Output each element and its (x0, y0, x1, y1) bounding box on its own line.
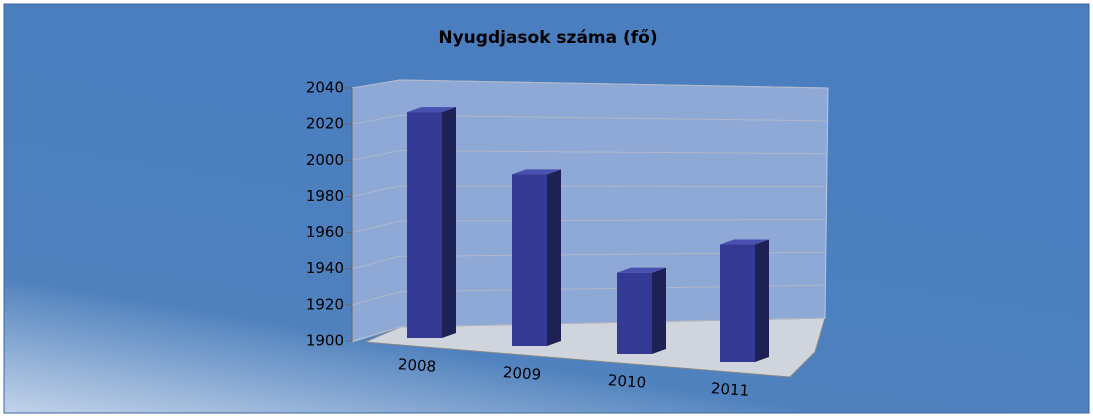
x-tick-label: 2009 (502, 363, 541, 384)
bar-top (720, 239, 769, 245)
grid-line (351, 150, 827, 161)
floor (364, 317, 826, 378)
bar-top (512, 169, 561, 175)
y-tick-label: 1920 (306, 295, 344, 313)
x-tick-label: 2010 (607, 371, 646, 392)
grid-line (351, 218, 827, 234)
y-tick-label: 1960 (306, 223, 344, 241)
x-tick-label: 2011 (710, 379, 749, 400)
grid-line (351, 79, 827, 89)
grid-line (351, 284, 827, 306)
bar-side (547, 169, 561, 346)
bar (720, 244, 755, 362)
bar (512, 174, 547, 346)
bar-top (407, 107, 456, 113)
bar-top (617, 267, 666, 273)
y-tick-label: 1900 (306, 332, 344, 350)
bar-side (652, 267, 666, 354)
x-tick-label: 2008 (397, 355, 436, 376)
bar-side (442, 107, 456, 338)
y-tick-label: 2000 (306, 151, 344, 169)
y-tick-label: 2020 (306, 115, 344, 133)
grid-line (351, 251, 827, 270)
grid-line (351, 114, 827, 125)
bar (407, 112, 442, 338)
grid-line (351, 317, 827, 342)
grid-line (351, 185, 827, 197)
y-tick-label: 2040 (306, 79, 344, 97)
chart-title: Nyugdjasok száma (fő) (438, 28, 657, 48)
bar-side (755, 239, 769, 362)
bar (617, 272, 652, 354)
y-tick-label: 1940 (306, 259, 344, 277)
y-tick-label: 1980 (306, 187, 344, 205)
